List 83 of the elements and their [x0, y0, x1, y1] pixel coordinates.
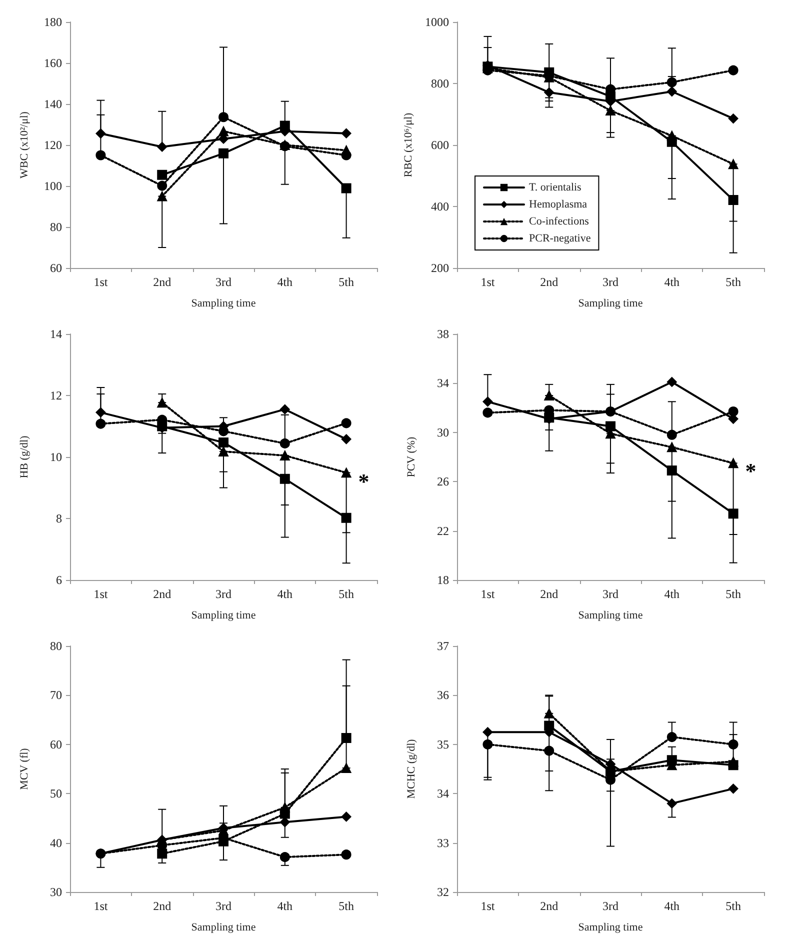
- x-tick-label: 1st: [480, 275, 496, 289]
- y-tick-label: 200: [431, 261, 449, 275]
- x-tick-label: 1st: [480, 587, 496, 601]
- y-tick-label: 60: [50, 261, 62, 275]
- y-tick-label: 80: [50, 220, 62, 234]
- y-tick-label: 36: [437, 688, 449, 702]
- legend-label: Co-infections: [529, 216, 589, 228]
- legend-label: PCR-negative: [529, 232, 591, 244]
- x-tick-label: 2nd: [153, 587, 172, 601]
- x-tick-label: 4th: [664, 275, 680, 289]
- x-tick-label: 2nd: [540, 275, 558, 289]
- y-tick-label: 60: [50, 737, 62, 752]
- x-tick-label: 5th: [726, 275, 741, 289]
- y-tick-label: 70: [50, 688, 62, 702]
- x-tick-label: 1st: [94, 899, 108, 913]
- x-tick-label: 5th: [726, 587, 741, 601]
- y-tick-label: 800: [431, 76, 449, 90]
- x-axis-title: Sampling time: [191, 298, 256, 310]
- x-tick-label: 5th: [726, 899, 741, 913]
- x-tick-label: 5th: [338, 587, 354, 601]
- y-tick-label: 8: [56, 512, 62, 526]
- y-tick-label: 160: [44, 56, 62, 70]
- y-tick-label: 120: [44, 138, 62, 152]
- x-tick-label: 2nd: [540, 899, 558, 913]
- y-tick-label: 10: [50, 450, 62, 464]
- y-axis-title: MCHC (g/dl): [406, 738, 418, 799]
- x-tick-label: 2nd: [540, 587, 558, 601]
- legend-label: Hemoplasma: [529, 198, 588, 210]
- x-tick-label: 4th: [277, 899, 293, 913]
- y-tick-label: 34: [437, 376, 449, 390]
- y-axis-title: MCV (fl): [18, 748, 30, 790]
- x-tick-label: 3rd: [602, 275, 618, 289]
- y-tick-label: 18: [437, 573, 449, 587]
- x-tick-label: 1st: [94, 275, 108, 289]
- y-tick-label: 600: [431, 138, 449, 152]
- y-tick-label: 14: [50, 327, 62, 341]
- y-tick-label: 30: [437, 425, 449, 440]
- y-tick-label: 34: [437, 786, 449, 801]
- y-tick-label: 30: [50, 885, 62, 899]
- x-tick-label: 3rd: [216, 275, 232, 289]
- x-tick-label: 2nd: [153, 275, 172, 289]
- x-tick-label: 3rd: [216, 899, 232, 913]
- y-tick-label: 180: [44, 15, 62, 29]
- x-tick-label: 2nd: [153, 899, 172, 913]
- x-tick-label: 4th: [664, 899, 680, 913]
- x-tick-label: 4th: [664, 587, 680, 601]
- annotation: *: [745, 458, 756, 484]
- y-tick-label: 50: [50, 786, 62, 801]
- x-tick-label: 3rd: [216, 587, 232, 601]
- y-tick-label: 12: [50, 388, 62, 402]
- y-tick-label: 80: [50, 639, 62, 653]
- y-axis-title: HB (g/dl): [18, 435, 30, 478]
- x-axis-title: Sampling time: [191, 922, 256, 934]
- x-tick-label: 4th: [277, 275, 293, 289]
- x-axis-title: Sampling time: [578, 922, 643, 934]
- x-tick-label: 4th: [277, 587, 293, 601]
- annotation: *: [358, 469, 370, 494]
- y-tick-label: 1000: [425, 15, 449, 29]
- y-tick-label: 140: [44, 97, 62, 111]
- x-axis-title: Sampling time: [578, 298, 643, 310]
- y-tick-label: 38: [437, 327, 449, 341]
- y-tick-label: 6: [56, 573, 62, 587]
- y-axis-title: WBC (x10²/μl): [18, 111, 30, 178]
- y-tick-label: 32: [437, 885, 449, 899]
- y-axis-title: PCV (%): [406, 436, 418, 478]
- y-tick-label: 40: [50, 836, 62, 850]
- x-axis-title: Sampling time: [191, 610, 256, 622]
- x-tick-label: 3rd: [602, 899, 618, 913]
- y-tick-label: 22: [437, 524, 449, 538]
- legend-label: T. orientalis: [529, 182, 582, 194]
- x-tick-label: 1st: [94, 587, 108, 601]
- x-tick-label: 3rd: [602, 587, 618, 601]
- x-tick-label: 1st: [480, 899, 496, 913]
- x-tick-label: 5th: [338, 899, 354, 913]
- y-tick-label: 400: [431, 200, 449, 214]
- x-axis-title: Sampling time: [578, 610, 643, 622]
- x-tick-label: 5th: [338, 275, 354, 289]
- y-axis-title: RBC (x10⁶/μl): [402, 112, 415, 178]
- y-tick-label: 35: [437, 737, 449, 752]
- y-tick-label: 37: [437, 639, 449, 653]
- y-tick-label: 100: [44, 179, 62, 193]
- y-tick-label: 33: [437, 836, 449, 850]
- y-tick-label: 26: [437, 474, 449, 489]
